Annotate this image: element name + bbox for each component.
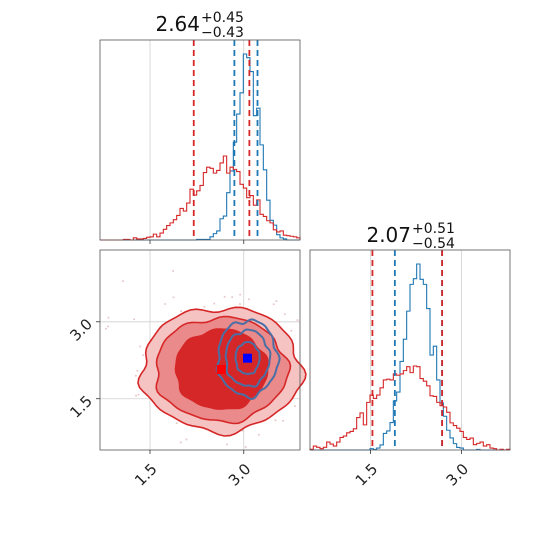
- sample-point: [296, 319, 299, 322]
- sample-point: [134, 374, 137, 377]
- title-2-minus: −0.54: [412, 236, 455, 252]
- title-1-value: 2.64: [155, 12, 200, 36]
- hist-series-blue: [100, 53, 300, 241]
- sample-point: [107, 325, 110, 328]
- sample-point: [135, 394, 138, 397]
- sample-point: [107, 316, 110, 319]
- sample-point: [179, 441, 182, 444]
- sample-point: [139, 345, 142, 348]
- sample-point: [275, 300, 278, 303]
- contour-panel: 1.5 3.0 1.5 3.0: [66, 249, 307, 490]
- sample-point: [142, 354, 145, 357]
- sample-point: [272, 303, 275, 306]
- hist-panel-1: 2.64 +0.45 −0.43: [99, 10, 301, 244]
- hist-panel-2: 1.5 3.0 2.07 +0.51 −0.54: [309, 221, 511, 490]
- sample-point: [283, 313, 286, 316]
- sample-point: [121, 280, 124, 283]
- sample-point: [213, 302, 216, 305]
- sample-point: [172, 270, 175, 273]
- sample-point: [244, 446, 247, 449]
- sample-point: [238, 302, 241, 305]
- sample-point: [180, 310, 183, 313]
- sample-point: [282, 419, 285, 422]
- sample-point: [185, 438, 188, 441]
- sample-point: [231, 296, 234, 299]
- sample-point: [247, 298, 250, 301]
- blue-marker: [243, 353, 252, 363]
- sample-point: [133, 318, 136, 321]
- sample-point: [172, 296, 175, 299]
- sample-point: [293, 405, 296, 408]
- sample-point: [203, 305, 206, 308]
- axes-frame-3: [309, 249, 511, 451]
- axes-frame-1: [99, 39, 301, 241]
- sample-point: [163, 302, 166, 305]
- sample-point: [239, 293, 242, 296]
- sample-point: [290, 329, 293, 332]
- sample-point: [257, 433, 260, 436]
- hist-series-red: [100, 155, 301, 241]
- x-tick-label: 3.0: [225, 460, 255, 490]
- x-tick-label: 1.5: [131, 460, 161, 490]
- sample-point: [105, 327, 108, 330]
- sample-point: [136, 369, 139, 372]
- x-tick-label: 1.5: [352, 460, 382, 490]
- x-tick-label: 3.0: [443, 460, 473, 490]
- title-2-value: 2.07: [366, 223, 411, 247]
- blue-contour-level: [215, 318, 281, 401]
- title-1-plus: +0.45: [201, 10, 244, 26]
- hist-series-blue: [310, 263, 510, 451]
- sample-point: [137, 393, 140, 396]
- red-marker: [216, 364, 226, 374]
- title-1-minus: −0.43: [201, 25, 244, 41]
- title-2-plus: +0.51: [412, 221, 455, 237]
- sample-point: [225, 443, 228, 446]
- axes-frame-2: [99, 249, 301, 451]
- sample-point: [274, 419, 277, 422]
- blue-contour-level: [224, 328, 272, 388]
- hist-series-red: [309, 365, 511, 451]
- y-tick-label: 3.0: [66, 315, 96, 345]
- y-tick-label: 1.5: [66, 392, 96, 422]
- sample-point: [223, 295, 226, 298]
- blue-contour-level: [234, 341, 261, 375]
- sample-point: [175, 422, 178, 425]
